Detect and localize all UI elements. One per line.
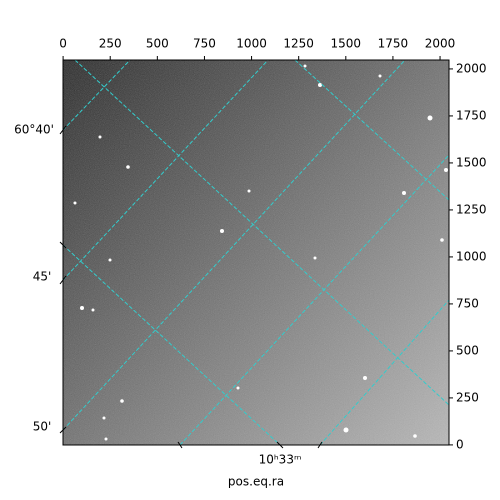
y-tick-label: 750 <box>456 296 479 310</box>
ra-label: 10ʰ33ᵐ <box>259 453 302 467</box>
y-tick-label: 0 <box>456 437 464 451</box>
dec-label: 50' <box>33 420 52 434</box>
dec-label: 45' <box>33 270 52 284</box>
x-tick-label: 1000 <box>236 37 267 51</box>
y-tick-label: 250 <box>456 390 479 404</box>
wcs-grid <box>63 60 449 445</box>
x-tick-label: 250 <box>99 37 122 51</box>
x-tick-label: 750 <box>193 37 216 51</box>
x-tick-label: 500 <box>146 37 169 51</box>
y-tick-label: 2000 <box>456 61 487 75</box>
x-tick-label: 0 <box>59 37 67 51</box>
y-tick-label: 1750 <box>456 108 487 122</box>
x-axis-label: pos.eq.ra <box>228 475 284 489</box>
dec-label: 60°40' <box>14 123 54 137</box>
x-tick-label: 1500 <box>331 37 362 51</box>
y-tick-label: 500 <box>456 343 479 357</box>
y-tick-label: 1250 <box>456 202 487 216</box>
x-tick-label: 1250 <box>283 37 314 51</box>
image <box>63 60 449 445</box>
wcs-ticks <box>59 125 323 449</box>
y-tick-label: 1000 <box>456 249 487 263</box>
x-tick-label: 2000 <box>425 37 456 51</box>
frame <box>62 59 450 446</box>
y-tick-label: 1500 <box>456 155 487 169</box>
x-tick-label: 1750 <box>378 37 409 51</box>
